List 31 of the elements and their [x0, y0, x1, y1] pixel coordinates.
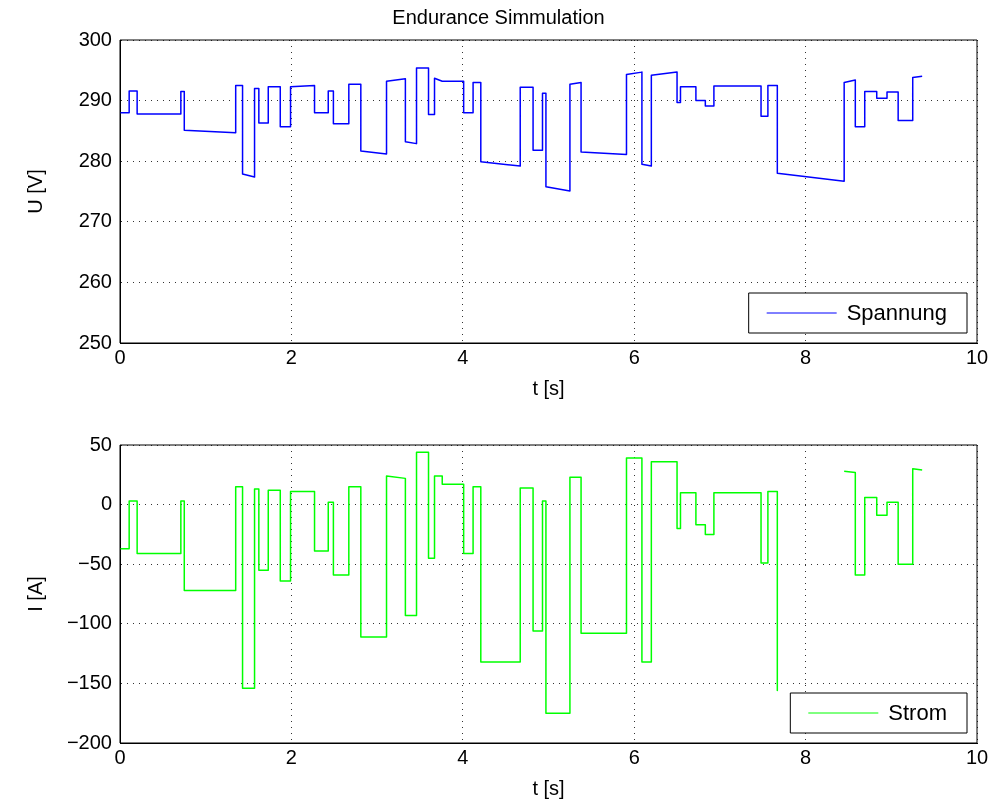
y-tick-label: 0 [100, 492, 112, 515]
x-tick-label: 6 [628, 345, 640, 368]
y-tick-label: 260 [78, 269, 112, 292]
x-tick-label: 4 [457, 745, 469, 768]
x-tick-label: 4 [457, 345, 469, 368]
y-tick-label: 290 [78, 88, 112, 111]
y-tick-label: 270 [78, 209, 112, 232]
y-axis-title: U [V] [23, 169, 46, 214]
x-tick-label: 2 [285, 345, 297, 368]
x-tick-label: 2 [285, 745, 297, 768]
y-tick-label: 50 [89, 432, 112, 455]
y-tick-label: 300 [78, 27, 112, 50]
y-tick-label: 250 [78, 330, 112, 353]
chart-title: Endurance Simmulation [392, 5, 605, 28]
x-tick-label: 10 [965, 345, 989, 368]
x-axis-title: t [s] [532, 776, 565, 799]
y-axis-title: I [A] [23, 576, 46, 612]
x-tick-label: 0 [114, 745, 126, 768]
x-axis-title: t [s] [532, 376, 565, 399]
y-tick-label: −150 [66, 670, 112, 693]
x-tick-label: 8 [800, 345, 812, 368]
legend-label: Strom [888, 700, 948, 726]
y-tick-label: −100 [66, 611, 112, 634]
x-tick-label: 10 [965, 745, 989, 768]
y-tick-label: −50 [78, 551, 112, 574]
y-tick-label: 280 [78, 148, 112, 171]
x-tick-label: 0 [114, 345, 126, 368]
legend-label: Spannung [846, 300, 948, 326]
y-tick-label: −200 [66, 730, 112, 753]
x-tick-label: 8 [800, 745, 812, 768]
x-tick-label: 6 [628, 745, 640, 768]
